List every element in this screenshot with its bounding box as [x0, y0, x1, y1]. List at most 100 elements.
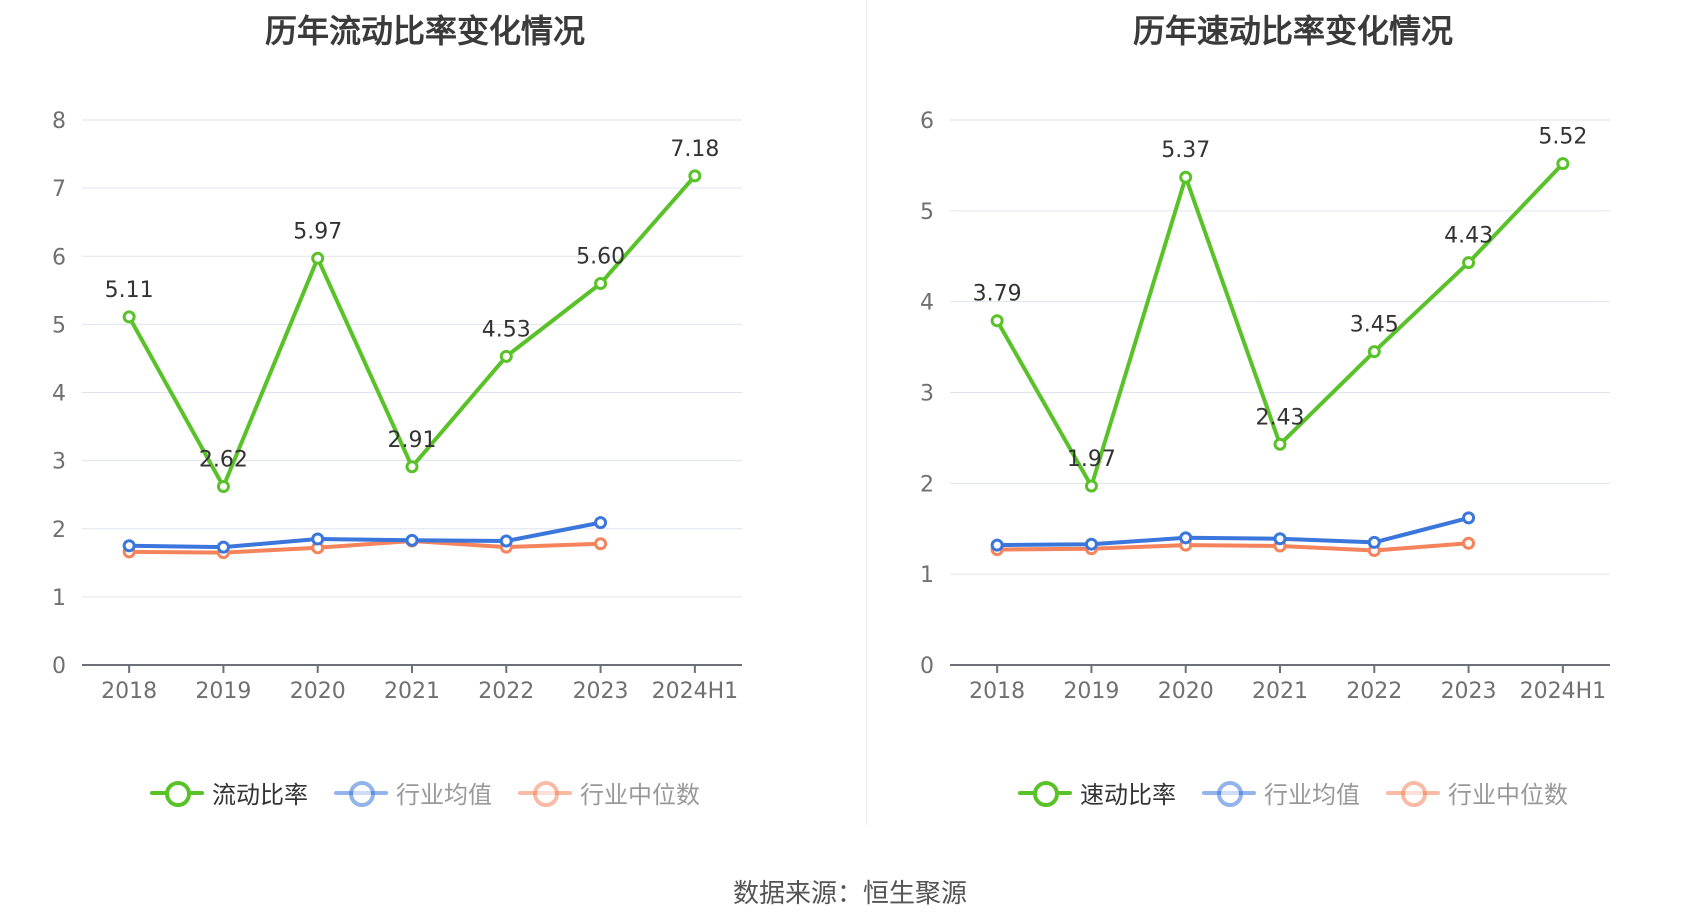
data-point: [405, 533, 419, 547]
chart-legend: 流动比率 行业均值 行业中位数: [0, 775, 850, 810]
series-line-0: [995, 162, 1565, 489]
data-point: [1556, 157, 1570, 171]
y-tick-label: 8: [52, 109, 66, 134]
y-tick-label: 3: [52, 450, 66, 475]
data-label: 5.11: [105, 278, 154, 303]
x-tick-label: 2019: [195, 679, 251, 704]
current-ratio-chart: 0 1 2 3 4 5 6 7 8 2018 2019 2020 2021 2022 2023 2024H1 5…: [52, 109, 742, 704]
x-tick-label: 2021: [1252, 679, 1308, 704]
legend-line-marker-icon: [334, 780, 388, 807]
data-point: [405, 460, 419, 474]
data-point: [1084, 479, 1098, 493]
data-point: [990, 538, 1004, 552]
y-tick-label: 7: [52, 177, 66, 202]
x-tick-label: 2024H1: [1520, 679, 1607, 704]
x-tick-label: 2022: [1346, 679, 1402, 704]
x-tick-label: 2024H1: [652, 679, 739, 704]
y-tick-label: 1: [52, 586, 66, 611]
series-line-2: [129, 539, 601, 555]
x-tick-label: 2023: [573, 679, 629, 704]
data-label: 1.97: [1067, 447, 1116, 472]
data-point: [216, 540, 230, 554]
x-tick-label: 2018: [969, 679, 1025, 704]
y-tick-label: 1: [920, 563, 934, 588]
data-label: 2.62: [199, 448, 248, 473]
data-label: 4.43: [1444, 224, 1493, 249]
data-point: [311, 532, 325, 546]
series-line-1: [129, 520, 601, 550]
y-tick-label: 2: [52, 518, 66, 543]
legend-item[interactable]: 行业均值: [334, 775, 492, 810]
series-line-2: [997, 541, 1469, 553]
data-point: [499, 349, 513, 363]
chart-title: 历年流动比率变化情况: [264, 12, 585, 50]
legend-line-marker-icon: [518, 780, 572, 807]
legend-label: 行业中位数: [580, 781, 700, 809]
data-label: 5.97: [293, 219, 342, 244]
legend-label: 速动比率: [1080, 781, 1176, 809]
y-tick-label: 6: [920, 109, 934, 134]
series-line-1: [997, 515, 1470, 548]
legend-line-marker-icon: [1202, 780, 1256, 807]
x-tick-label: 2022: [478, 679, 534, 704]
legend-label: 行业中位数: [1448, 781, 1568, 809]
data-point: [1367, 535, 1381, 549]
chart-legend: 速动比率 行业均值 行业中位数: [868, 775, 1700, 810]
data-label: 3.45: [1350, 313, 1399, 338]
data-point: [311, 251, 325, 265]
data-point: [990, 314, 1004, 328]
data-source-note: 数据来源：恒生聚源: [732, 879, 967, 909]
data-point: [122, 539, 136, 553]
data-label: 4.53: [482, 317, 531, 342]
quick-ratio-chart-panel: 历年速动比率变化情况 0 1 2 3 4 5 6 2018 2019 2020 2021 2022 20…: [868, 0, 1700, 830]
data-point: [1462, 511, 1476, 525]
current-ratio-chart-panel: 历年流动比率变化情况 0 1 2 3 4 5 6 7 8 2018 2019 2020 2021 2022…: [0, 0, 850, 830]
legend-label: 行业均值: [396, 781, 492, 809]
x-tick-label: 2020: [1158, 679, 1214, 704]
data-label: 2.91: [388, 428, 437, 453]
legend-item[interactable]: 行业中位数: [1386, 775, 1568, 810]
x-tick-label: 2018: [101, 679, 157, 704]
data-point: [122, 310, 136, 324]
y-tick-label: 0: [52, 654, 66, 679]
x-tick-label: 2021: [384, 679, 440, 704]
legend-item[interactable]: 行业均值: [1202, 775, 1360, 810]
data-label: 5.52: [1538, 125, 1587, 150]
x-tick-label: 2023: [1441, 679, 1497, 704]
legend-line-marker-icon: [1386, 780, 1440, 807]
data-point: [1179, 531, 1193, 545]
quick-ratio-chart: 0 1 2 3 4 5 6 2018 2019 2020 2021 2022 2023 2024H1 3.7…: [920, 109, 1610, 704]
data-label: 3.79: [973, 282, 1022, 307]
legend-line-marker-icon: [1018, 780, 1072, 807]
legend-label: 行业均值: [1264, 781, 1360, 809]
data-point: [499, 534, 513, 548]
legend-item[interactable]: 速动比率: [1018, 775, 1176, 810]
x-tick-label: 2019: [1063, 679, 1119, 704]
data-point: [688, 169, 702, 183]
x-tick-label: 2020: [290, 679, 346, 704]
data-point: [216, 480, 230, 494]
data-label: 2.43: [1256, 405, 1305, 430]
data-point: [1273, 532, 1287, 546]
y-tick-label: 3: [920, 382, 934, 407]
y-tick-label: 0: [920, 654, 934, 679]
data-point: [594, 516, 608, 530]
y-tick-label: 6: [52, 245, 66, 270]
chart-title: 历年速动比率变化情况: [1132, 12, 1453, 50]
y-tick-label: 4: [920, 291, 934, 316]
y-tick-label: 4: [52, 382, 66, 407]
data-point: [594, 277, 608, 290]
legend-label: 流动比率: [212, 781, 308, 809]
legend-line-marker-icon: [150, 780, 204, 807]
panel-divider: [866, 0, 867, 825]
data-point: [1084, 537, 1098, 551]
legend-item[interactable]: 流动比率: [150, 775, 308, 810]
data-point: [594, 537, 608, 551]
y-tick-label: 5: [920, 200, 934, 225]
data-point: [1367, 345, 1381, 359]
legend-item[interactable]: 行业中位数: [518, 775, 700, 810]
y-tick-label: 2: [920, 472, 934, 497]
data-label: 7.18: [670, 137, 719, 162]
y-tick-label: 5: [52, 313, 66, 338]
data-label: 5.60: [576, 245, 625, 270]
